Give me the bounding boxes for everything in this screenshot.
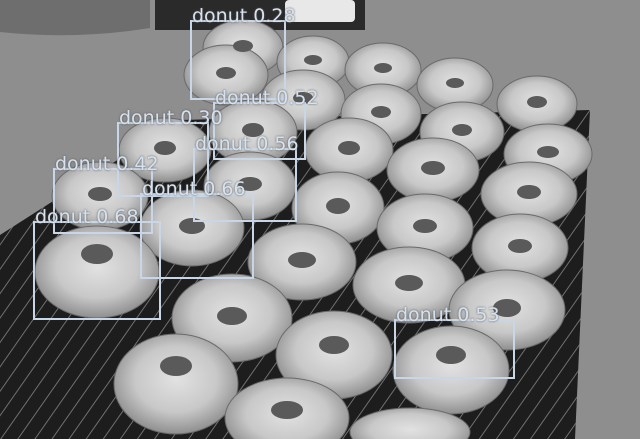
detection-box: donut 0.68	[33, 221, 161, 320]
detection-label: donut 0.68	[35, 207, 139, 227]
detection-label: donut 0.66	[142, 179, 246, 199]
basket	[0, 0, 150, 35]
detection-label: donut 0.42	[55, 154, 159, 174]
detection-label: donut 0.53	[396, 305, 500, 325]
detection-label: donut 0.28	[192, 6, 296, 26]
detection-box: donut 0.53	[394, 319, 515, 379]
detection-label: donut 0.30	[119, 108, 223, 128]
detection-label: donut 0.52	[215, 88, 319, 108]
detection-label: donut 0.56	[195, 134, 299, 154]
